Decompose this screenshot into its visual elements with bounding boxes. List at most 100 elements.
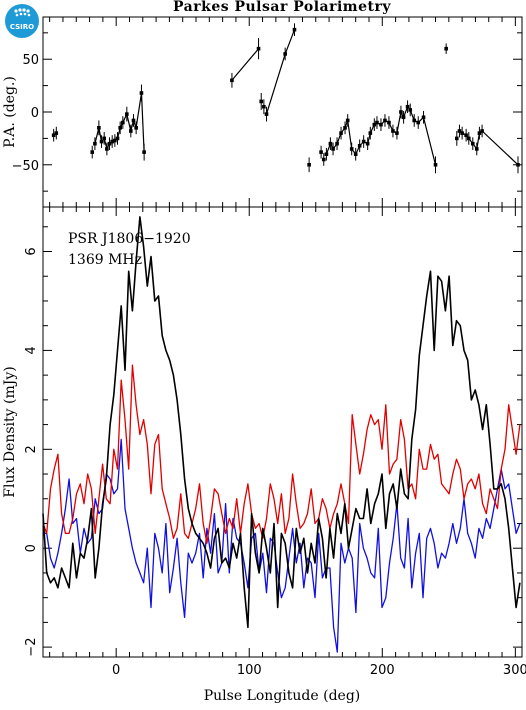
- pa-data-point: [383, 118, 387, 123]
- flux-x-tick-label: 0: [112, 663, 120, 678]
- pa-data-point: [256, 46, 261, 51]
- pa-data-point: [107, 141, 112, 146]
- pa-data-point: [361, 139, 366, 144]
- pulsar-name-annotation: PSR J1806−1920: [68, 231, 191, 247]
- pa-data-point: [321, 157, 326, 162]
- pa-data-point: [470, 141, 475, 146]
- pa-data-point: [416, 120, 421, 125]
- pa-data-point: [142, 150, 146, 154]
- pa-data-point: [375, 120, 379, 125]
- pa-data-point: [319, 150, 323, 154]
- pa-data-points: [51, 23, 520, 174]
- pa-data-point: [307, 162, 311, 167]
- pa-data-point: [99, 139, 104, 144]
- pa-data-point: [405, 104, 410, 109]
- pa-axis-ticks: −50 0 50: [12, 17, 522, 207]
- flux-y-tick-label: 4: [24, 346, 39, 354]
- pa-data-point: [421, 115, 426, 120]
- pa-data-point: [139, 91, 144, 95]
- pa-data-point: [131, 118, 136, 123]
- pa-data-point: [259, 99, 264, 104]
- pa-data-point: [97, 126, 101, 130]
- pa-data-point: [395, 131, 399, 135]
- pa-connecting-line: [325, 105, 437, 165]
- pa-data-point: [264, 112, 269, 116]
- pa-y-tick-label: 50: [22, 53, 39, 68]
- flux-series-linear-polarization: [42, 364, 521, 544]
- pa-data-point: [412, 118, 417, 123]
- chart-title: Parkes Pulsar Polarimetry: [173, 0, 391, 15]
- pa-y-tick-label: 0: [31, 106, 39, 121]
- pa-data-point: [477, 131, 482, 135]
- flux-axis-ticks: −2 0 2 4 6 0 100 200 300: [24, 207, 526, 678]
- pa-data-point: [516, 162, 520, 167]
- pa-data-point: [134, 126, 138, 130]
- pa-data-point: [121, 120, 125, 125]
- pa-data-point: [408, 108, 413, 112]
- pa-data-point: [480, 129, 484, 133]
- pa-data-point: [372, 122, 377, 127]
- pa-data-point: [464, 133, 468, 138]
- pa-data-point: [283, 52, 287, 56]
- csiro-logo-text: CSIRO: [10, 23, 34, 31]
- pa-y-axis-label: P.A. (deg.): [2, 76, 18, 148]
- pa-connecting-line: [459, 130, 519, 166]
- pa-connecting-line: [231, 48, 260, 81]
- flux-y-tick-label: 0: [24, 544, 39, 552]
- pa-data-point: [230, 78, 234, 83]
- pa-data-point: [353, 152, 358, 157]
- flux-series-circular-polarization: [43, 438, 521, 653]
- csiro-logo-disc: [5, 4, 39, 38]
- pa-data-point: [433, 162, 438, 167]
- pa-data-point: [331, 147, 335, 151]
- pa-data-point: [466, 136, 471, 141]
- pa-data-point: [324, 152, 329, 157]
- pa-data-point: [444, 46, 448, 51]
- pa-data-point: [51, 133, 56, 138]
- pa-data-point: [391, 129, 395, 133]
- pa-data-point: [262, 104, 266, 109]
- pa-data-point: [102, 136, 107, 141]
- flux-x-tick-label: 100: [237, 663, 262, 678]
- pa-y-tick-label: −50: [12, 159, 39, 174]
- flux-y-tick-label: 2: [24, 445, 39, 453]
- flux-panel-frame: [42, 206, 523, 658]
- pa-data-point: [460, 131, 464, 135]
- flux-y-axis-label: Flux Density (mJy): [2, 366, 18, 497]
- pa-data-point: [357, 143, 362, 148]
- pa-data-point: [125, 112, 129, 116]
- csiro-logo: CSIRO: [5, 4, 39, 38]
- pa-data-point: [401, 115, 406, 120]
- pa-data-point: [292, 27, 297, 32]
- flux-x-tick-label: 300: [503, 663, 526, 678]
- flux-y-tick-label: 6: [24, 247, 39, 255]
- pa-data-point: [368, 131, 373, 135]
- pa-data-point: [343, 126, 347, 130]
- pa-data-point: [113, 138, 117, 143]
- pa-data-point: [105, 147, 109, 151]
- pa-data-point: [129, 129, 133, 133]
- pa-data-point: [54, 131, 59, 135]
- frequency-annotation: 1369 MHz: [68, 252, 142, 268]
- pa-panel-frame: [42, 16, 523, 208]
- pa-data-point: [93, 141, 97, 146]
- pa-data-point: [115, 136, 120, 141]
- pa-data-point: [90, 150, 95, 154]
- flux-series-lines: [42, 216, 521, 653]
- pa-data-point: [110, 139, 114, 144]
- pa-connecting-line: [265, 29, 296, 115]
- pa-data-point: [455, 136, 459, 141]
- pa-data-point: [387, 120, 391, 125]
- flux-series-total-intensity: [42, 216, 521, 629]
- pa-data-point: [328, 141, 333, 146]
- pa-data-point: [349, 147, 354, 151]
- pa-data-point: [474, 147, 479, 151]
- pa-data-point: [118, 126, 122, 130]
- x-axis-label: Pulse Longitude (deg): [204, 688, 361, 704]
- pa-data-point: [345, 118, 350, 123]
- pa-data-point: [365, 141, 370, 146]
- flux-y-tick-label: −2: [24, 638, 39, 657]
- pa-data-point: [399, 110, 403, 114]
- csiro-logo-dots: [14, 8, 31, 17]
